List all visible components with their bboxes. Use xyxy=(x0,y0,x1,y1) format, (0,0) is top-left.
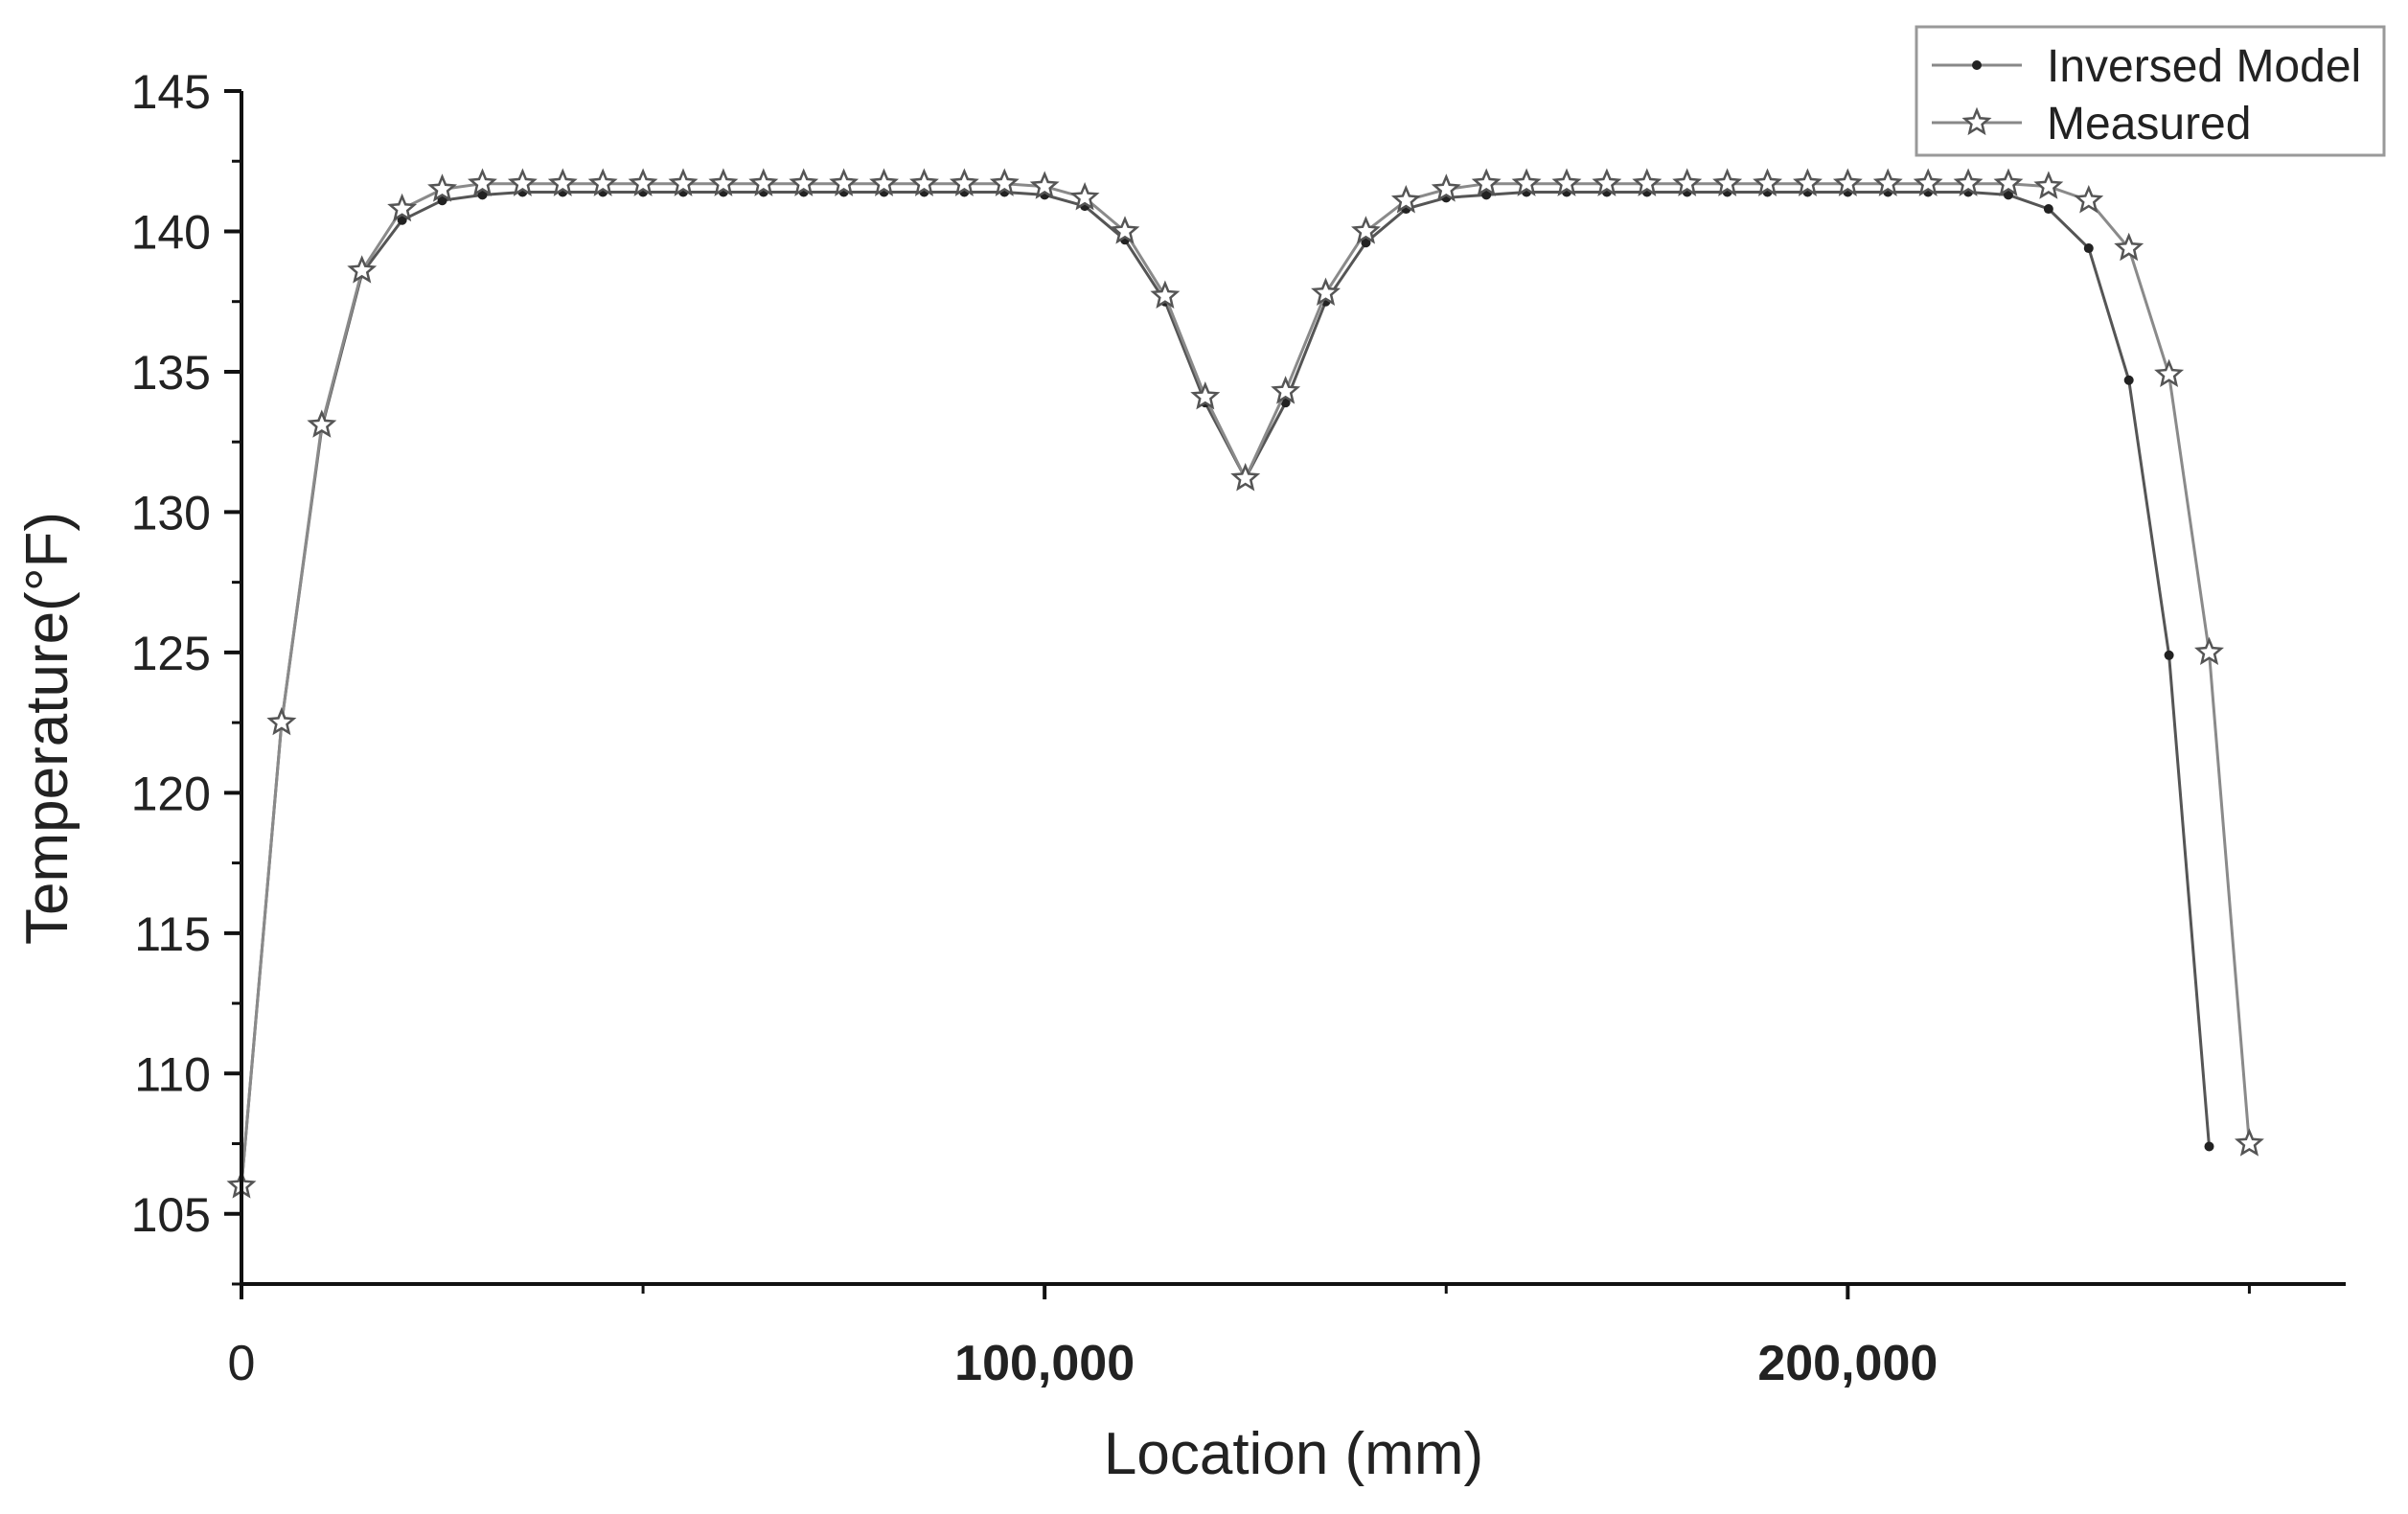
data-point xyxy=(708,168,739,196)
data-point xyxy=(1351,216,1381,244)
data-point xyxy=(1390,184,1421,214)
y-tick-label: 140 xyxy=(131,205,211,259)
x-tick-label: 0 xyxy=(228,1336,256,1391)
data-point xyxy=(1280,398,1291,408)
data-point xyxy=(1110,216,1140,244)
series-layer xyxy=(226,168,2264,1199)
data-point xyxy=(2154,358,2185,388)
y-tick-label: 145 xyxy=(131,65,211,119)
data-point xyxy=(2123,375,2134,385)
legend-label: Inversed Model xyxy=(2047,41,2361,92)
data-point xyxy=(1551,168,1582,196)
data-point xyxy=(789,168,819,196)
data-point xyxy=(2043,204,2053,215)
legend-star-marker xyxy=(1961,106,1992,136)
data-point xyxy=(1753,168,1782,196)
data-point xyxy=(1672,168,1703,196)
data-point xyxy=(1592,168,1622,196)
data-point xyxy=(1632,168,1663,196)
series-line xyxy=(240,182,2251,1186)
data-point xyxy=(1793,168,1823,196)
x-tick-label: 100,000 xyxy=(954,1336,1135,1391)
legend-dot-marker xyxy=(1972,60,1982,70)
data-point xyxy=(869,168,899,196)
data-point xyxy=(2194,636,2224,666)
data-point xyxy=(507,168,538,196)
data-point xyxy=(1953,168,1984,196)
x-axis-label: Location (mm) xyxy=(1104,1421,1483,1487)
data-point xyxy=(1029,171,1060,199)
data-point xyxy=(1511,168,1542,196)
data-point xyxy=(2033,171,2064,199)
data-point xyxy=(437,195,447,206)
data-point xyxy=(2003,190,2013,200)
data-point xyxy=(829,168,860,196)
data-point xyxy=(1311,277,1342,307)
data-point xyxy=(1712,168,1743,196)
data-point xyxy=(668,168,699,196)
series-line xyxy=(240,191,2211,1186)
data-point xyxy=(477,190,488,200)
data-point xyxy=(2114,232,2144,262)
data-point xyxy=(2074,184,2104,214)
y-tick-label: 125 xyxy=(131,627,211,680)
data-point xyxy=(2164,650,2174,660)
data-point xyxy=(1190,381,1221,410)
data-point xyxy=(989,168,1020,196)
y-tick-label: 135 xyxy=(131,346,211,400)
data-point xyxy=(347,255,378,284)
data-point xyxy=(1361,238,1371,248)
data-point xyxy=(2204,1141,2214,1152)
data-point xyxy=(1872,168,1903,196)
data-point xyxy=(1481,190,1492,200)
data-point xyxy=(748,168,779,196)
data-point xyxy=(468,168,497,196)
data-point xyxy=(1471,168,1502,196)
x-tick-label: 200,000 xyxy=(1757,1336,1938,1391)
data-point xyxy=(266,706,297,736)
data-point xyxy=(628,168,658,196)
data-point xyxy=(2083,243,2094,254)
data-point xyxy=(1271,376,1301,404)
data-point xyxy=(547,168,578,196)
data-point xyxy=(1913,168,1943,196)
data-point xyxy=(387,193,418,222)
data-point xyxy=(1150,280,1181,310)
data-point xyxy=(1069,182,1100,211)
data-point xyxy=(397,215,407,225)
y-tick-label: 120 xyxy=(131,767,211,820)
data-point xyxy=(587,168,618,196)
data-point xyxy=(2234,1128,2264,1157)
legend-box xyxy=(1915,25,2386,157)
axes-layer: 105 110 115 120 125 130 135 140 145 0 100,000 200,0… xyxy=(131,65,2346,1391)
data-point xyxy=(949,168,979,196)
legend-label: Measured xyxy=(2047,99,2251,149)
data-point xyxy=(909,168,939,196)
data-point xyxy=(1431,173,1461,202)
data-point xyxy=(427,173,458,202)
y-tick-label: 115 xyxy=(134,907,211,961)
y-axis-label: Temperature(°F) xyxy=(14,512,80,945)
legend: Inversed Model Measured xyxy=(1915,25,2386,157)
data-point xyxy=(1230,463,1261,492)
data-point xyxy=(307,409,337,438)
data-point xyxy=(1832,168,1863,196)
y-tick-label: 110 xyxy=(134,1047,211,1101)
y-tick-label: 105 xyxy=(131,1188,211,1242)
y-tick-label: 130 xyxy=(131,486,211,539)
data-point xyxy=(1993,168,2024,196)
